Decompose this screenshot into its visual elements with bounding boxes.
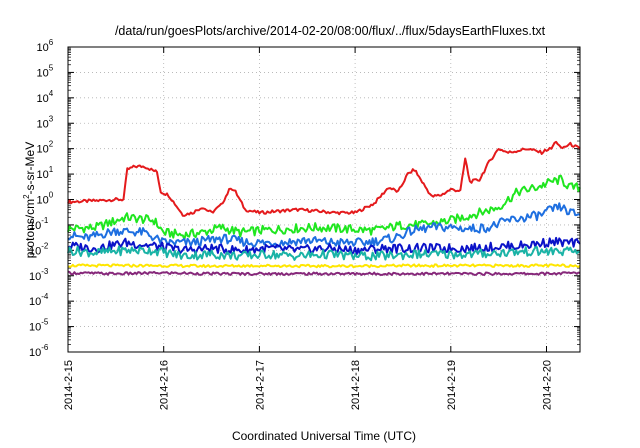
y-tick-exp: 6: [49, 38, 54, 47]
y-tick-label: 100: [36, 191, 53, 207]
y-tick-base: 10: [29, 245, 41, 257]
y-tick-base: 10: [36, 67, 48, 79]
series-group: [67, 140, 581, 276]
y-tick-base: 10: [29, 322, 41, 334]
y-axis-label-sup: 2: [22, 194, 31, 199]
y-tick-label: 105: [36, 63, 53, 79]
y-tick-label: 103: [36, 114, 53, 130]
y-tick-exp: 4: [49, 89, 54, 98]
y-tick-base: 10: [29, 347, 41, 359]
y-tick-exp: 5: [49, 63, 54, 72]
grid: [68, 47, 580, 352]
y-tick-label: 104: [36, 89, 53, 105]
series-line: [67, 245, 581, 262]
series-line: [67, 263, 581, 269]
x-tick-label: 2014-2-17: [254, 360, 266, 410]
y-axis-label-base: protons/cm: [23, 199, 37, 258]
y-tick-base: 10: [29, 271, 41, 283]
x-axis-label: Coordinated Universal Time (UTC): [232, 429, 416, 443]
y-tick-label: 106: [36, 38, 53, 54]
series-line: [67, 270, 581, 276]
y-axis-label-rest: -s-sr-MeV: [23, 142, 37, 195]
y-tick-label: 101: [36, 165, 53, 181]
y-tick-base: 10: [29, 220, 41, 232]
y-tick-exp: 3: [49, 114, 54, 123]
y-tick-base: 10: [36, 42, 48, 54]
y-tick-label: 10-4: [29, 292, 49, 308]
y-tick-exp: 2: [49, 140, 54, 149]
y-tick-base: 10: [36, 93, 48, 105]
series-line: [67, 140, 581, 217]
y-tick-exp: -2: [41, 241, 49, 250]
y-tick-label: 10-1: [29, 216, 49, 232]
y-tick-label: 10-2: [29, 241, 49, 257]
y-tick-exp: -4: [41, 292, 49, 301]
y-tick-base: 10: [36, 118, 48, 130]
y-tick-exp: -5: [41, 318, 49, 327]
plot-frame: [67, 46, 581, 353]
y-tick-label: 10-5: [29, 318, 49, 334]
y-tick-label: 10-6: [29, 343, 49, 359]
x-tick-label: 2014-2-18: [350, 360, 362, 410]
y-tick-base: 10: [29, 296, 41, 308]
y-axis-ticks: 10-610-510-410-310-210-11001011021031041…: [29, 38, 580, 359]
x-tick-label: 2014-2-16: [159, 360, 171, 410]
y-tick-base: 10: [36, 169, 48, 181]
series-line: [67, 202, 581, 248]
y-tick-label: 10-3: [29, 267, 49, 283]
y-tick-label: 102: [36, 140, 53, 156]
y-tick-exp: -1: [41, 216, 49, 225]
series-line: [67, 174, 581, 241]
y-axis-label: protons/cm2-s-sr-MeV: [22, 142, 37, 258]
x-tick-label: 2014-2-20: [542, 360, 554, 410]
chart-title: /data/run/goesPlots/archive/2014-02-20/0…: [115, 24, 546, 38]
x-axis-ticks: 2014-2-15 2014-2-16 2014-2-17 2014-2-18 2014…: [63, 47, 554, 410]
y-tick-exp: 1: [49, 165, 54, 174]
y-tick-base: 10: [36, 144, 48, 156]
x-tick-label: 2014-2-15: [63, 360, 75, 410]
x-tick-label: 2014-2-19: [446, 360, 458, 410]
y-tick-exp: -3: [41, 267, 49, 276]
y-tick-exp: -6: [41, 343, 49, 352]
y-tick-base: 10: [36, 195, 48, 207]
y-tick-exp: 0: [49, 191, 54, 200]
